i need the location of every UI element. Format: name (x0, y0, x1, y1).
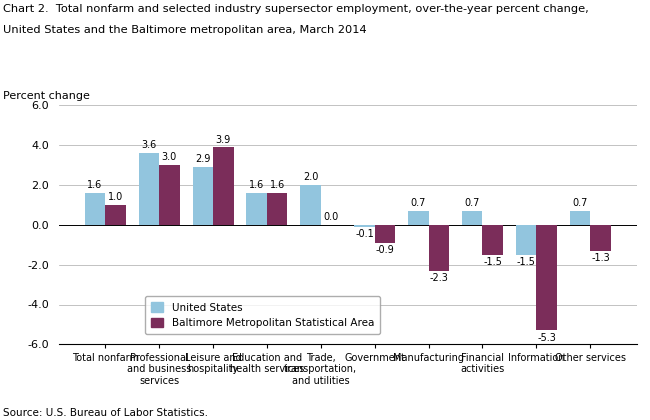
Text: -2.3: -2.3 (430, 273, 448, 283)
Text: 0.7: 0.7 (465, 198, 480, 208)
Bar (105, 205, 125, 225)
Text: 3.0: 3.0 (162, 152, 177, 163)
Text: 2.0: 2.0 (303, 172, 318, 182)
Bar (300, 185, 321, 225)
Text: 2.9: 2.9 (195, 155, 211, 165)
Text: -0.9: -0.9 (376, 245, 395, 255)
Bar (408, 211, 428, 225)
Bar (516, 225, 536, 255)
Bar (536, 225, 557, 331)
Text: 1.6: 1.6 (87, 180, 103, 190)
Bar (428, 225, 449, 270)
Text: 0.7: 0.7 (411, 198, 426, 208)
Text: -0.1: -0.1 (355, 229, 374, 239)
Bar (246, 193, 267, 225)
Text: United States and the Baltimore metropolitan area, March 2014: United States and the Baltimore metropol… (3, 25, 367, 35)
Bar (590, 225, 611, 251)
Bar (138, 153, 159, 225)
Bar (84, 193, 105, 225)
Bar (159, 165, 179, 225)
Bar (354, 225, 374, 227)
Bar (213, 147, 233, 225)
Text: 1.6: 1.6 (249, 180, 265, 190)
Bar (374, 225, 395, 243)
Text: 1.0: 1.0 (108, 192, 123, 202)
Text: Percent change: Percent change (3, 91, 90, 101)
Bar (192, 167, 213, 225)
Text: Source: U.S. Bureau of Labor Statistics.: Source: U.S. Bureau of Labor Statistics. (3, 408, 208, 418)
Bar (482, 225, 503, 255)
Text: 0.7: 0.7 (572, 198, 588, 208)
Text: 3.9: 3.9 (216, 134, 231, 144)
Text: 0.0: 0.0 (324, 212, 339, 222)
Text: 3.6: 3.6 (141, 140, 157, 150)
Bar (267, 193, 287, 225)
Text: -1.5: -1.5 (483, 257, 502, 267)
Text: Chart 2.  Total nonfarm and selected industry supersector employment, over-the-y: Chart 2. Total nonfarm and selected indu… (3, 4, 589, 14)
Text: 1.6: 1.6 (270, 180, 285, 190)
Bar (462, 211, 482, 225)
Legend: United States, Baltimore Metropolitan Statistical Area: United States, Baltimore Metropolitan St… (145, 296, 380, 334)
Text: -1.3: -1.3 (591, 253, 610, 263)
Bar (570, 211, 590, 225)
Text: -5.3: -5.3 (537, 333, 556, 343)
Text: -1.5: -1.5 (517, 257, 536, 267)
